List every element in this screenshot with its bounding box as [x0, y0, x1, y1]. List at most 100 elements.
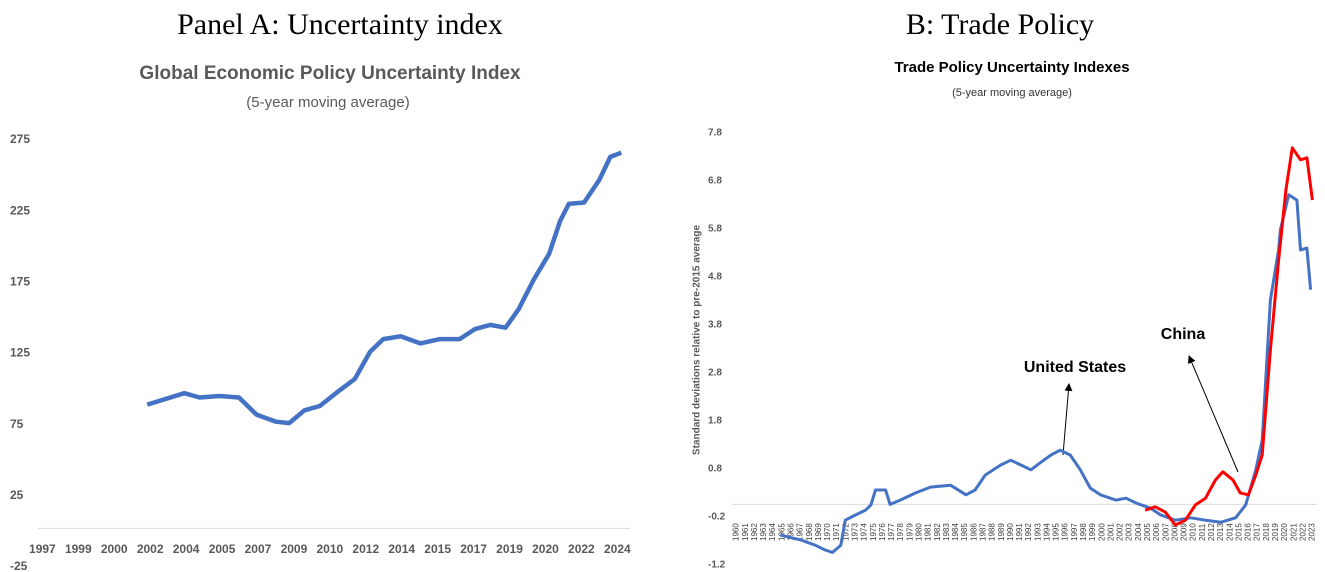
y-axis-label: Standard deviations relative to pre-2015… — [692, 225, 703, 456]
x-tick-label: 1982 — [933, 523, 942, 541]
x-tick-label: 1979 — [905, 523, 914, 541]
x-tick-label: 1981 — [924, 523, 933, 541]
x-tick-label: 1978 — [896, 523, 905, 541]
annotation: China — [1161, 326, 1206, 343]
x-tick-label: 2009 — [1180, 523, 1189, 541]
x-tick-label: 1993 — [1033, 523, 1042, 541]
x-tick-label: 1984 — [951, 523, 960, 541]
x-tick-label: 2001 — [1106, 523, 1115, 541]
chart-subtitle: (5-year moving average) — [246, 94, 409, 111]
panel-title: Panel A: Uncertainty index — [177, 8, 503, 41]
x-tick-label: 2000 — [101, 542, 128, 556]
x-tick-label: 2015 — [424, 542, 451, 556]
x-tick-label: 2004 — [173, 542, 200, 556]
x-tick-label: 2011 — [1198, 523, 1207, 541]
x-tick-label: 1970 — [823, 523, 832, 541]
y-tick-label: 3.8 — [708, 320, 722, 331]
x-tick-label: 1973 — [851, 523, 860, 541]
y-tick-label: 2.8 — [708, 368, 722, 379]
y-tick-label: 5.8 — [708, 224, 722, 235]
x-tick-label: 1992 — [1024, 523, 1033, 541]
x-tick-label: 1999 — [65, 542, 92, 556]
x-tick-label: 2022 — [568, 542, 595, 556]
x-tick-label: 2013 — [1216, 523, 1225, 541]
x-tick-label: 1991 — [1015, 523, 1024, 541]
x-tick-label: 1966 — [787, 523, 796, 541]
series-line — [1144, 146, 1314, 527]
y-tick-label: 75 — [10, 417, 24, 431]
x-tick-label: 1960 — [732, 523, 741, 541]
x-tick-label: 1969 — [814, 523, 823, 541]
x-tick-label: 1962 — [750, 523, 759, 541]
x-tick-label: 2010 — [316, 542, 343, 556]
chart-subtitle: (5-year moving average) — [952, 87, 1072, 99]
x-tick-label: 2003 — [1125, 523, 1134, 541]
x-tick-label: 1971 — [832, 523, 841, 541]
x-tick-label: 1968 — [805, 523, 814, 541]
y-tick-label: 175 — [10, 275, 30, 289]
x-tick-label: 1980 — [914, 523, 923, 541]
x-tick-label: 2017 — [1253, 523, 1262, 541]
annotation-arrow — [1062, 383, 1073, 456]
x-tick-label: 2019 — [1271, 523, 1280, 541]
x-tick-label: 1997 — [1070, 523, 1079, 541]
x-tick-label: 2014 — [388, 542, 415, 556]
x-tick-label: 2000 — [1097, 523, 1106, 541]
x-tick-label: 1975 — [869, 523, 878, 541]
x-tick-label: 2019 — [496, 542, 523, 556]
x-tick-label: 2016 — [1244, 523, 1253, 541]
y-tick-label: 25 — [10, 488, 24, 502]
x-tick-label: 2021 — [1289, 523, 1298, 541]
y-tick-label: 125 — [10, 346, 30, 360]
x-tick-label: 2017 — [460, 542, 487, 556]
y-tick-label: 7.8 — [708, 128, 722, 139]
x-tick-label: 2010 — [1189, 523, 1198, 541]
x-tick-label: 1967 — [796, 523, 805, 541]
x-tick-label: 1976 — [878, 523, 887, 541]
x-tick-label: 2012 — [1207, 523, 1216, 541]
x-tick-label: 2007 — [1161, 523, 1170, 541]
x-tick-label: 1985 — [960, 523, 969, 541]
x-tick-label: 1983 — [942, 523, 951, 541]
x-tick-label: 2004 — [1134, 523, 1143, 541]
annotation: United States — [1024, 359, 1126, 376]
x-tick-label: 1994 — [1042, 523, 1051, 541]
chart-title: Trade Policy Uncertainty Indexes — [894, 59, 1129, 76]
x-tick-label: 2002 — [137, 542, 164, 556]
x-tick-label: 2020 — [1280, 523, 1289, 541]
x-tick-label: 1990 — [1006, 523, 1015, 541]
y-tick-label: 1.8 — [708, 416, 722, 427]
y-tick-label: 6.8 — [708, 176, 722, 187]
x-tick-label: 2022 — [1298, 523, 1307, 541]
x-tick-label: 1961 — [741, 523, 750, 541]
y-tick-label: 4.8 — [708, 272, 722, 283]
x-tick-label: 1963 — [759, 523, 768, 541]
x-tick-label: 1995 — [1052, 523, 1061, 541]
x-tick-label: 2014 — [1225, 523, 1234, 541]
x-tick-label: 2005 — [209, 542, 236, 556]
x-tick-label: 1964 — [768, 523, 777, 541]
y-tick-label: -25 — [10, 559, 28, 572]
x-tick-label: 1986 — [969, 523, 978, 541]
x-tick-label: 1977 — [887, 523, 896, 541]
x-tick-label: 1987 — [978, 523, 987, 541]
x-tick-label: 2008 — [1170, 523, 1179, 541]
x-tick-label: 1999 — [1088, 523, 1097, 541]
x-tick-label: 1997 — [29, 542, 56, 556]
x-tick-label: 1996 — [1061, 523, 1070, 541]
x-tick-label: 1974 — [860, 523, 869, 541]
x-tick-label: 1988 — [988, 523, 997, 541]
x-tick-label: 2023 — [1308, 523, 1317, 541]
chart-title: Global Economic Policy Uncertainty Index — [139, 63, 521, 84]
x-tick-label: 2018 — [1262, 523, 1271, 541]
y-tick-label: 0.8 — [708, 464, 722, 475]
x-tick-label: 1989 — [997, 523, 1006, 541]
panel-title: B: Trade Policy — [906, 8, 1094, 41]
x-tick-label: 1972 — [841, 523, 850, 541]
series-line — [146, 150, 623, 426]
x-tick-label: 2007 — [245, 542, 272, 556]
y-tick-label: -1.2 — [708, 560, 726, 571]
x-tick-label: 2005 — [1143, 523, 1152, 541]
x-tick-label: 1965 — [777, 523, 786, 541]
